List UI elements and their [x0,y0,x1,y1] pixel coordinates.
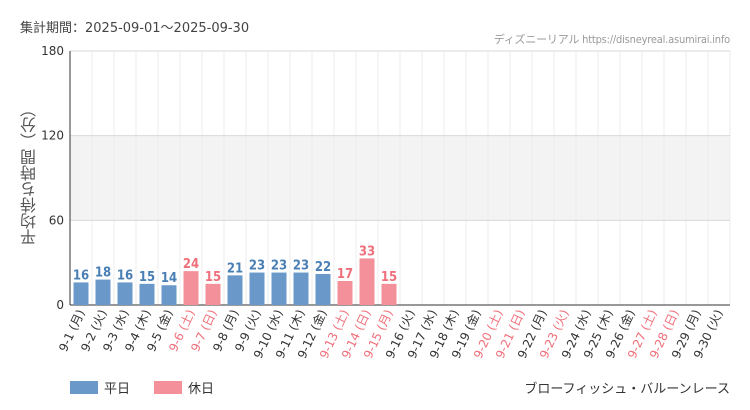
bar [73,282,89,305]
bar [183,271,199,305]
data-label: 23 [249,259,265,274]
bar [271,272,287,305]
data-label: 16 [117,268,133,283]
y-tick-label: 120 [41,129,64,143]
bar [315,273,331,305]
site-credit: ディズニーリアル https://disneyreal.asumirai.inf… [493,33,730,46]
bar [205,283,221,305]
bar [381,283,397,305]
data-label: 23 [293,259,309,274]
bar [337,281,353,305]
y-tick-label: 60 [49,213,64,227]
data-label: 16 [73,268,89,283]
bar [117,282,133,305]
data-label: 22 [315,260,331,275]
data-label: 18 [95,266,111,281]
legend-holiday-swatch [154,381,183,394]
data-label: 15 [139,270,155,285]
bar [227,275,243,305]
data-label: 15 [381,270,397,285]
data-label: 23 [271,259,287,274]
legend-holiday-label: 休日 [188,382,215,397]
data-label: 33 [359,244,375,259]
data-label: 21 [227,261,243,276]
bar [161,285,177,305]
wait-time-chart: 0 60 120 180 16 18 16 15 14 24 15 21 23 23 23 22 17 33 15… [41,44,731,361]
bar [359,258,375,305]
data-label: 24 [183,257,199,272]
y-tick-label: 0 [56,298,64,312]
bar [95,279,111,305]
bar [139,283,155,305]
data-label: 17 [337,267,353,282]
legend-weekday-swatch [70,381,98,394]
bar [249,272,265,305]
data-label: 15 [205,270,221,285]
attraction-name: ブローフィッシュ・バルーンレース [524,382,730,397]
data-label: 14 [161,271,177,286]
period-label: 集計期間：2025-09-01～2025-09-30 [20,21,250,36]
bar [293,272,309,305]
y-tick-label: 180 [41,44,64,58]
legend-weekday-label: 平日 [104,382,131,397]
legend: 平日 休日 [70,378,214,397]
